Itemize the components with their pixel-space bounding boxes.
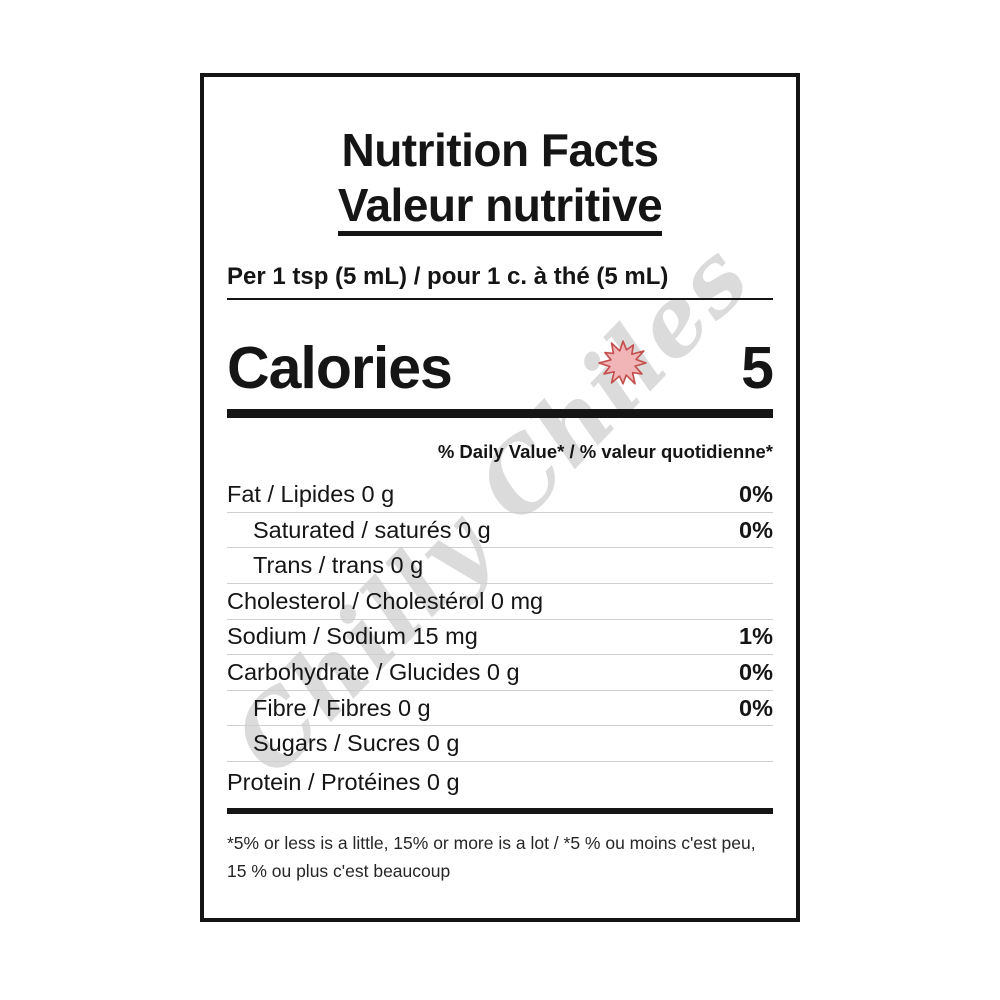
- row-daily-value: 0%: [739, 694, 773, 721]
- row-label: Protein / Protéines 0 g: [227, 768, 460, 795]
- row-daily-value: 0%: [739, 658, 773, 685]
- row-fibre: Fibre / Fibres 0 g 0%: [227, 691, 773, 727]
- row-label: Fat / Lipides 0 g: [227, 480, 395, 507]
- title-french-wrap: Valeur nutritive: [227, 179, 773, 237]
- row-label: Sugars / Sucres 0 g: [253, 730, 460, 757]
- calories-value: 5: [741, 335, 774, 402]
- row-sugars: Sugars / Sucres 0 g: [227, 726, 773, 762]
- row-label: Sodium / Sodium 15 mg: [227, 623, 478, 650]
- row-cholesterol: Cholesterol / Cholestérol 0 mg: [227, 584, 773, 620]
- footnote-divider-bar: [227, 807, 773, 814]
- label-content: Nutrition Facts Valeur nutritive Per 1 t…: [204, 124, 796, 918]
- title-english: Nutrition Facts: [341, 124, 659, 176]
- row-daily-value: 0%: [739, 516, 773, 543]
- row-protein: Protein / Protéines 0 g: [227, 762, 773, 803]
- nutrient-rows: Fat / Lipides 0 g 0% Saturated / saturés…: [227, 477, 773, 803]
- calories-label: Calories: [227, 335, 453, 402]
- row-label: Carbohydrate / Glucides 0 g: [227, 658, 520, 685]
- row-label: Trans / trans 0 g: [253, 552, 424, 579]
- row-saturated-fat: Saturated / saturés 0 g 0%: [227, 513, 773, 549]
- row-sodium: Sodium / Sodium 15 mg 1%: [227, 620, 773, 656]
- row-carbohydrate: Carbohydrate / Glucides 0 g 0%: [227, 655, 773, 691]
- row-daily-value: 0%: [739, 480, 773, 507]
- row-trans-fat: Trans / trans 0 g: [227, 548, 773, 584]
- row-fat: Fat / Lipides 0 g 0%: [227, 477, 773, 513]
- footnote: *5% or less is a little, 15% or more is …: [227, 832, 756, 882]
- nutrition-label: Chilly Chiles Nutrition Facts Valeur nut…: [200, 73, 800, 922]
- row-daily-value: 1%: [739, 623, 773, 650]
- calories-row: Calories 5: [227, 335, 774, 402]
- row-label: Cholesterol / Cholestérol 0 mg: [227, 587, 544, 614]
- calories-divider-bar: [227, 409, 773, 419]
- title-french: Valeur nutritive: [337, 179, 663, 237]
- daily-value-header: % Daily Value* / % valeur quotidienne*: [437, 441, 773, 463]
- serving-size: Per 1 tsp (5 mL) / pour 1 c. à thé (5 mL…: [227, 263, 773, 301]
- row-label: Saturated / saturés 0 g: [253, 516, 491, 543]
- row-label: Fibre / Fibres 0 g: [253, 694, 431, 721]
